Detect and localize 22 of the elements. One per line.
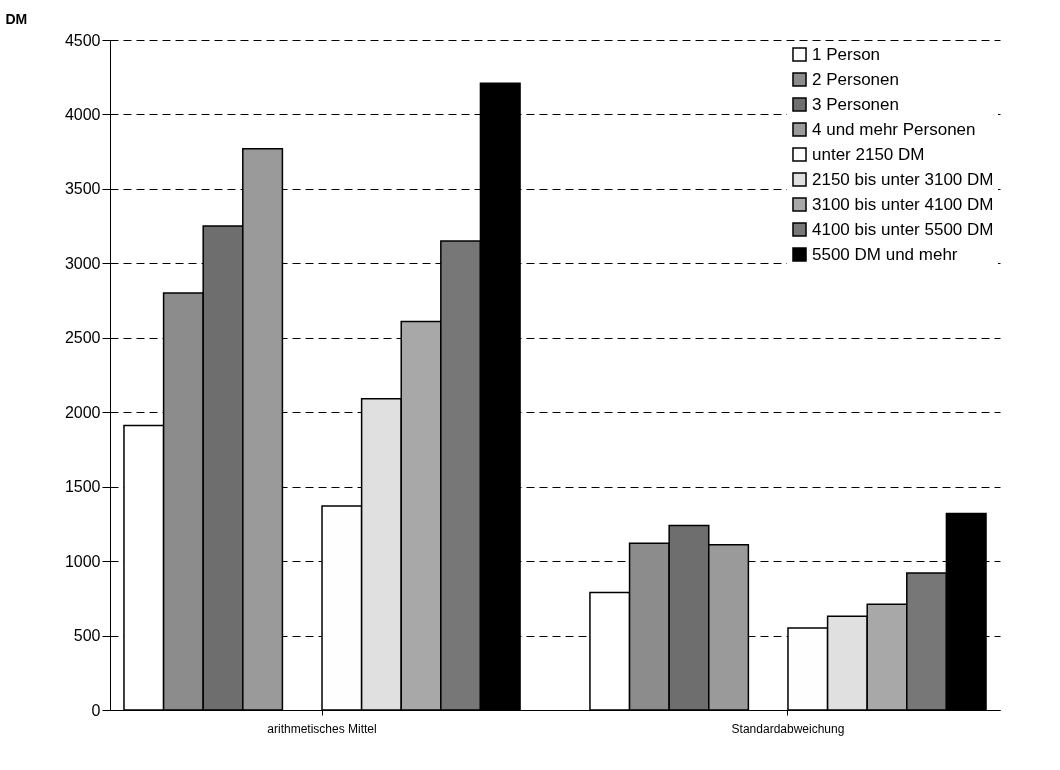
- y-tick-label: 2500: [64, 329, 101, 347]
- legend-label: 3100 bis unter 4100 DM: [812, 194, 994, 214]
- x-tick-label: Standardabweichung: [731, 721, 845, 736]
- y-tick-label: 3500: [64, 180, 101, 198]
- y-tick-label: 3000: [64, 254, 101, 272]
- legend-label: 2 Personen: [812, 69, 899, 89]
- legend-label: 3 Personen: [812, 94, 899, 114]
- y-tick-label: 1500: [64, 478, 101, 496]
- y-tick-label: 500: [73, 627, 101, 645]
- legend-label: 1 Person: [812, 44, 881, 64]
- y-axis-title: DM: [5, 10, 28, 27]
- x-tick-label: arithmetisches Mittel: [267, 721, 377, 736]
- y-tick-label: 0: [91, 701, 101, 719]
- legend-label: 5500 DM und mehr: [812, 244, 958, 264]
- legend-label: 4100 bis unter 5500 DM: [812, 219, 994, 239]
- y-tick-label: 4500: [64, 31, 101, 49]
- y-tick-label: 4000: [64, 105, 101, 123]
- y-tick-label: 2000: [64, 403, 101, 421]
- y-tick-label: 1000: [64, 552, 101, 570]
- legend-label: 2150 bis unter 3100 DM: [812, 169, 994, 189]
- legend-label: unter 2150 DM: [812, 144, 925, 164]
- legend-label: 4 und mehr Personen: [812, 119, 976, 139]
